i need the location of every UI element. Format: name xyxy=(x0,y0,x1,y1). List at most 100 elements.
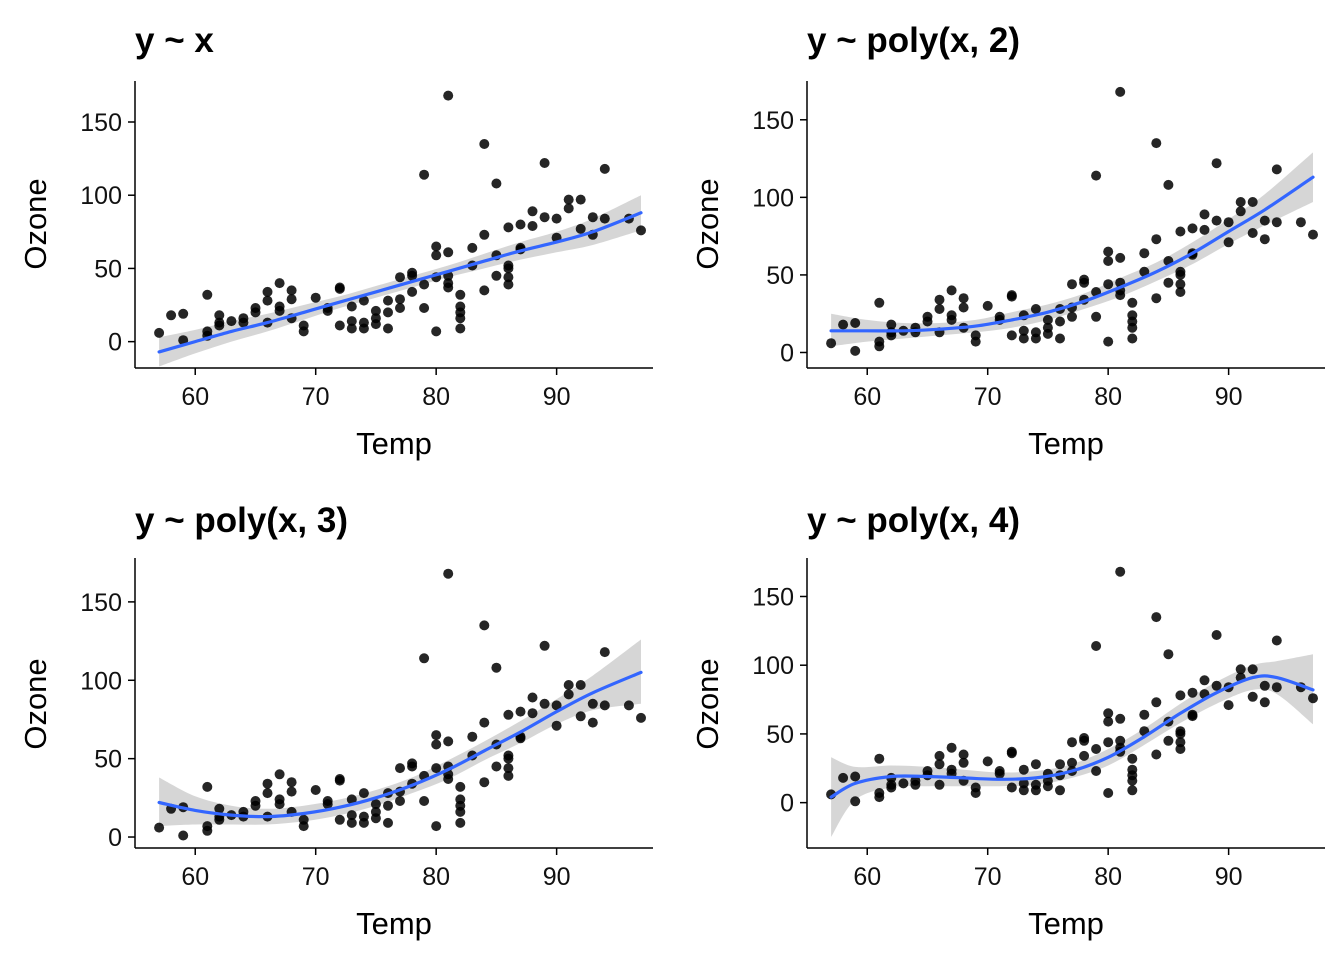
data-point xyxy=(491,270,502,281)
x-axis-ticks: 60 70 80 90 xyxy=(853,368,1243,411)
data-point xyxy=(1247,664,1258,675)
data-point xyxy=(1139,248,1150,259)
y-tick-label: 0 xyxy=(108,329,122,357)
data-point xyxy=(1235,206,1246,217)
data-point xyxy=(286,285,297,296)
data-point xyxy=(1103,788,1114,798)
data-point xyxy=(455,323,466,334)
data-point xyxy=(1271,682,1282,693)
data-point xyxy=(431,821,442,832)
data-point xyxy=(334,814,345,825)
data-point xyxy=(178,308,189,319)
data-point xyxy=(1006,782,1017,793)
data-point xyxy=(1259,697,1270,708)
fit-line xyxy=(829,674,1315,799)
data-point xyxy=(826,338,837,349)
data-point xyxy=(1199,209,1210,220)
data-point xyxy=(1175,728,1186,739)
data-point xyxy=(383,800,393,811)
data-point xyxy=(958,757,969,768)
data-point xyxy=(479,717,490,728)
data-point xyxy=(419,653,430,664)
data-point xyxy=(994,768,1005,779)
data-point xyxy=(370,305,381,316)
data-point xyxy=(958,293,969,304)
data-point xyxy=(539,640,550,651)
data-point xyxy=(214,310,225,321)
y-tick-label: 0 xyxy=(780,339,794,367)
data-point xyxy=(1199,675,1210,686)
data-point xyxy=(503,263,514,274)
data-point xyxy=(503,709,514,720)
data-point xyxy=(850,345,861,356)
data-point xyxy=(286,777,297,788)
data-point xyxy=(383,307,393,318)
data-point xyxy=(503,753,514,764)
data-point xyxy=(1030,759,1041,770)
x-tick-label: 60 xyxy=(853,863,881,891)
data-point xyxy=(1079,750,1090,761)
data-point xyxy=(202,289,213,300)
data-point xyxy=(1127,297,1138,308)
data-point xyxy=(563,689,574,700)
data-point xyxy=(1163,277,1174,288)
chart-poly2: y ~ poly(x, 2) 0 50 100 150 60 70 80 90 Temp O… xyxy=(690,21,1325,461)
fit-line-group xyxy=(829,175,1315,333)
data-point xyxy=(1151,697,1162,708)
data-point xyxy=(1259,234,1270,245)
y-tick-label: 50 xyxy=(94,255,122,283)
data-point xyxy=(934,304,945,314)
data-point xyxy=(1006,290,1017,301)
data-point xyxy=(1055,316,1065,327)
chart-poly3: y ~ poly(x, 3) 0 50 100 150 60 70 80 90 Temp O… xyxy=(18,501,653,941)
data-point xyxy=(1091,766,1102,776)
data-point xyxy=(599,647,610,658)
data-point xyxy=(1115,252,1126,263)
chart-panel-linear: y ~ x 0 50 100 150 60 70 80 90 Temp Ozone xyxy=(0,0,672,480)
data-point xyxy=(958,749,969,760)
data-point xyxy=(419,169,430,180)
data-point xyxy=(1175,737,1186,748)
data-point xyxy=(1175,279,1186,290)
data-point xyxy=(922,316,933,327)
data-point xyxy=(1103,737,1114,748)
x-tick-label: 90 xyxy=(543,863,571,891)
data-point xyxy=(1103,336,1114,347)
data-point xyxy=(431,739,442,750)
data-point xyxy=(467,242,478,253)
fit-line-group xyxy=(157,211,643,354)
data-point xyxy=(1247,228,1258,238)
data-point xyxy=(431,250,442,261)
data-point xyxy=(383,817,393,828)
x-tick-label: 70 xyxy=(302,863,330,891)
data-point xyxy=(527,221,538,231)
data-point xyxy=(838,772,849,783)
data-point xyxy=(455,794,466,805)
y-tick-label: 50 xyxy=(766,262,794,290)
data-point xyxy=(358,788,369,799)
data-point xyxy=(298,326,309,337)
data-point xyxy=(1151,612,1162,623)
data-point xyxy=(431,241,442,252)
y-axis-ticks: 0 50 100 150 xyxy=(80,109,135,357)
data-point xyxy=(934,759,945,770)
y-tick-label: 50 xyxy=(766,721,794,749)
data-point xyxy=(1151,138,1162,149)
data-point xyxy=(274,278,285,289)
data-point xyxy=(636,712,646,723)
fit-line-group xyxy=(829,674,1315,799)
y-tick-label: 0 xyxy=(108,824,122,852)
data-point xyxy=(1103,708,1114,719)
data-point xyxy=(334,320,345,331)
data-point xyxy=(1030,779,1041,790)
data-point xyxy=(1115,290,1126,301)
x-tick-label: 70 xyxy=(302,383,330,411)
data-point xyxy=(515,219,526,230)
data-point xyxy=(419,279,430,290)
x-tick-label: 80 xyxy=(1094,863,1122,891)
data-point xyxy=(982,300,993,311)
data-point xyxy=(274,769,285,780)
data-point xyxy=(850,318,861,328)
y-tick-label: 50 xyxy=(94,746,122,774)
data-point xyxy=(599,163,610,174)
